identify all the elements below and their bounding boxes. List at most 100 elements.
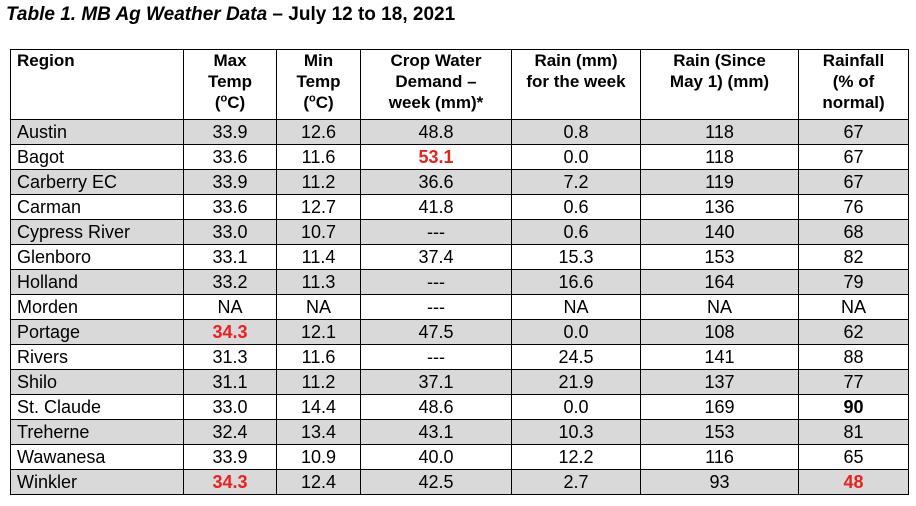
cell-region: Winkler (10, 469, 184, 495)
cell-max-temp: 33.9 (183, 169, 277, 195)
cell-rain-since: 153 (640, 419, 799, 445)
cell-rain-week: 0.6 (511, 194, 641, 220)
cell-min-temp: 14.4 (276, 394, 361, 420)
cell-rainfall-pct: 67 (798, 144, 909, 170)
cell-rain-week: 0.6 (511, 219, 641, 245)
cell-crop-water: --- (360, 269, 512, 295)
table-row: Winkler 34.3 12.4 42.5 2.7 93 48 (10, 469, 909, 495)
cell-rain-week: 7.2 (511, 169, 641, 195)
cell-max-temp: 33.9 (183, 444, 277, 470)
cell-crop-water: 37.1 (360, 369, 512, 395)
cell-min-temp: 10.7 (276, 219, 361, 245)
cell-min-temp: 11.6 (276, 344, 361, 370)
cell-max-temp: 33.0 (183, 394, 277, 420)
cell-crop-water: 40.0 (360, 444, 512, 470)
table-title: Table 1. MB Ag Weather Data – July 12 to… (6, 4, 455, 26)
cell-rain-since: 108 (640, 319, 799, 345)
cell-rainfall-pct: 77 (798, 369, 909, 395)
table-row: Cypress River 33.0 10.7 --- 0.6 140 68 (10, 219, 909, 245)
cell-region: Austin (10, 119, 184, 145)
cell-min-temp: NA (276, 294, 361, 320)
cell-region: Rivers (10, 344, 184, 370)
cell-rain-since: 169 (640, 394, 799, 420)
header-rain-since-may: Rain (Since May 1) (mm) (640, 49, 799, 120)
table-row: Wawanesa 33.9 10.9 40.0 12.2 116 65 (10, 444, 909, 470)
cell-rain-week: NA (511, 294, 641, 320)
cell-rainfall-pct-highlight: 48 (798, 469, 909, 495)
cell-rainfall-pct: 76 (798, 194, 909, 220)
cell-crop-water: --- (360, 294, 512, 320)
cell-crop-water: --- (360, 219, 512, 245)
weather-data-table: Region Max Temp (oC) Min Temp (oC) Crop Wate… (10, 49, 909, 495)
cell-rainfall-pct: 62 (798, 319, 909, 345)
cell-min-temp: 11.6 (276, 144, 361, 170)
cell-min-temp: 10.9 (276, 444, 361, 470)
cell-rain-since: 118 (640, 144, 799, 170)
cell-min-temp: 12.6 (276, 119, 361, 145)
table-title-dates: – July 12 to 18, 2021 (267, 4, 456, 25)
cell-rainfall-pct: 68 (798, 219, 909, 245)
cell-max-temp: 33.2 (183, 269, 277, 295)
table-row: Glenboro 33.1 11.4 37.4 15.3 153 82 (10, 244, 909, 270)
cell-rain-since: 93 (640, 469, 799, 495)
cell-region: Portage (10, 319, 184, 345)
cell-min-temp: 12.4 (276, 469, 361, 495)
cell-min-temp: 12.1 (276, 319, 361, 345)
cell-rain-week: 0.0 (511, 319, 641, 345)
cell-max-temp-highlight: 34.3 (183, 319, 277, 345)
cell-rainfall-pct: 65 (798, 444, 909, 470)
cell-rain-since: NA (640, 294, 799, 320)
cell-max-temp: 33.1 (183, 244, 277, 270)
cell-crop-water: 36.6 (360, 169, 512, 195)
cell-crop-water: 47.5 (360, 319, 512, 345)
header-max-temp-unit: C (227, 93, 240, 112)
cell-rain-since: 137 (640, 369, 799, 395)
cell-crop-water: 37.4 (360, 244, 512, 270)
table-row: St. Claude 33.0 14.4 48.6 0.0 169 90 (10, 394, 909, 420)
header-max-temp: Max Temp (oC) (183, 49, 277, 120)
cell-rainfall-pct: 82 (798, 244, 909, 270)
table-row: Portage 34.3 12.1 47.5 0.0 108 62 (10, 319, 909, 345)
cell-rainfall-pct: 79 (798, 269, 909, 295)
table-row: Carman 33.6 12.7 41.8 0.6 136 76 (10, 194, 909, 220)
cell-region: Shilo (10, 369, 184, 395)
cell-rain-since: 116 (640, 444, 799, 470)
cell-region: Bagot (10, 144, 184, 170)
cell-rain-week: 0.8 (511, 119, 641, 145)
cell-rain-week: 15.3 (511, 244, 641, 270)
cell-rainfall-pct: 67 (798, 119, 909, 145)
cell-crop-water: 42.5 (360, 469, 512, 495)
cell-region: Wawanesa (10, 444, 184, 470)
cell-crop-water: --- (360, 344, 512, 370)
table-row: Austin 33.9 12.6 48.8 0.8 118 67 (10, 119, 909, 145)
cell-rain-since: 118 (640, 119, 799, 145)
cell-rain-since: 136 (640, 194, 799, 220)
header-min-temp: Min Temp (oC) (276, 49, 361, 120)
cell-rainfall-pct: NA (798, 294, 909, 320)
cell-crop-water: 43.1 (360, 419, 512, 445)
cell-region: Carberry EC (10, 169, 184, 195)
cell-rainfall-pct: 88 (798, 344, 909, 370)
cell-max-temp: 33.0 (183, 219, 277, 245)
cell-region: Glenboro (10, 244, 184, 270)
cell-rainfall-pct: 67 (798, 169, 909, 195)
cell-max-temp: 32.4 (183, 419, 277, 445)
header-rain-week: Rain (mm) for the week (511, 49, 641, 120)
header-row: Region Max Temp (oC) Min Temp (oC) Crop Wate… (10, 49, 909, 120)
cell-rain-week: 12.2 (511, 444, 641, 470)
header-region: Region (10, 49, 184, 120)
cell-min-temp: 12.7 (276, 194, 361, 220)
cell-rain-since: 153 (640, 244, 799, 270)
cell-rain-since: 141 (640, 344, 799, 370)
table-row: Bagot 33.6 11.6 53.1 0.0 118 67 (10, 144, 909, 170)
table-row: Holland 33.2 11.3 --- 16.6 164 79 (10, 269, 909, 295)
cell-rainfall-pct: 81 (798, 419, 909, 445)
cell-rainfall-pct-highlight: 90 (798, 394, 909, 420)
cell-region: St. Claude (10, 394, 184, 420)
cell-max-temp: NA (183, 294, 277, 320)
cell-rain-week: 21.9 (511, 369, 641, 395)
cell-rain-week: 16.6 (511, 269, 641, 295)
cell-rain-since: 119 (640, 169, 799, 195)
cell-region: Morden (10, 294, 184, 320)
table-title-main: Table 1. MB Ag Weather Data (6, 4, 268, 25)
